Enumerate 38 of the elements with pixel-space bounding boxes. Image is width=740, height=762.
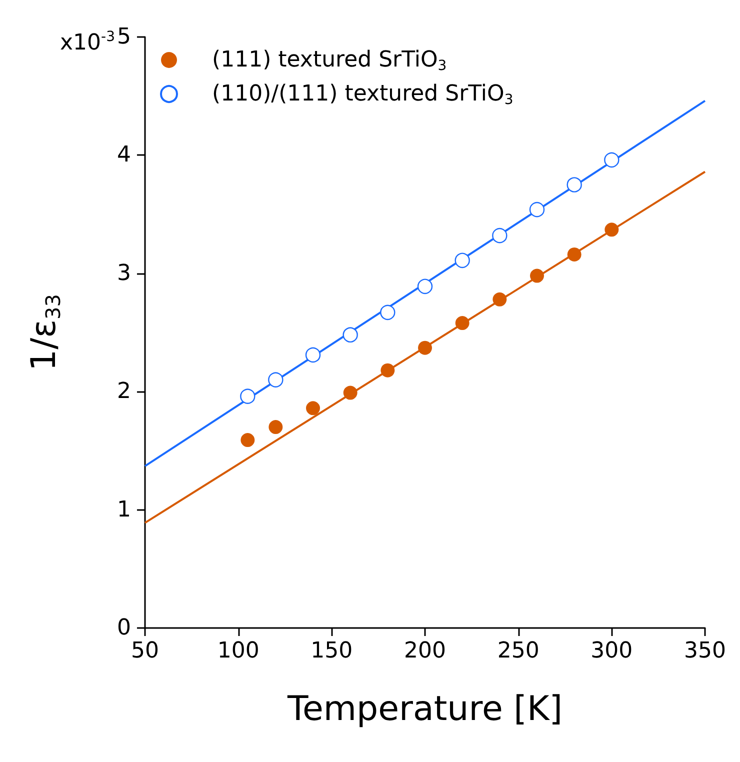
- x-tick-label: 250: [497, 638, 540, 664]
- text: x10$^{-3}$: [60, 28, 115, 56]
- x-tick-label: 150: [310, 638, 353, 664]
- point: [417, 278, 433, 294]
- point: [566, 177, 582, 192]
- x-axis-title: Temperature [K]: [286, 689, 563, 729]
- point: [240, 388, 256, 404]
- x-tick-label: 300: [590, 638, 633, 664]
- point: [268, 372, 284, 388]
- point: [604, 152, 620, 168]
- point: [418, 340, 432, 355]
- point: [240, 433, 255, 448]
- point: [343, 386, 358, 400]
- point: [530, 268, 544, 283]
- point: [306, 401, 320, 416]
- y-axis-title: 1/ε33: [24, 294, 65, 371]
- x-tick-label: 350: [684, 638, 726, 664]
- x-tick-label: 50: [131, 638, 159, 664]
- point: [342, 327, 358, 342]
- point: [380, 304, 396, 320]
- y-tick-label: 1: [117, 497, 131, 522]
- y-tick-label: 4: [117, 142, 131, 168]
- point: [604, 222, 619, 237]
- x-tick-label: 200: [404, 638, 446, 664]
- point: [380, 363, 395, 378]
- point: [529, 202, 545, 218]
- point: [268, 420, 283, 434]
- point: [492, 292, 507, 306]
- point: [454, 252, 470, 268]
- y-tick-label: 5: [117, 24, 131, 50]
- point: [492, 228, 508, 244]
- y-tick-label: 3: [117, 260, 131, 286]
- y-tick-label: 2: [117, 379, 131, 404]
- y-tick-label: 0: [117, 616, 131, 640]
- point: [305, 347, 321, 363]
- x-tick-label: 100: [217, 638, 260, 664]
- point: [567, 247, 582, 262]
- point: [455, 316, 470, 330]
